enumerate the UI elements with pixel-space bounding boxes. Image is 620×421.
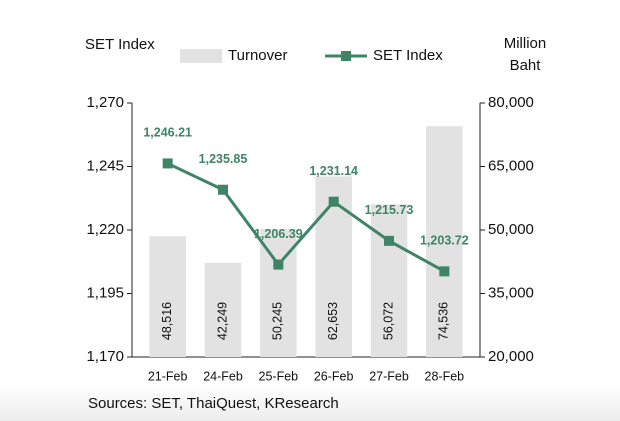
source: Sources: SET, ThaiQuest, KResearch	[88, 395, 339, 412]
y-tick-label: 1,245	[86, 157, 124, 174]
bar-value-label: 48,516	[160, 302, 174, 340]
line-marker	[439, 266, 450, 277]
y2-tick-label: 65,000	[488, 157, 534, 174]
line-value-label: 1,206.39	[254, 227, 303, 241]
legend-swatch-marker	[341, 51, 351, 61]
bar-value-label: 62,653	[326, 302, 340, 340]
y-axis-title: SET Index	[85, 36, 155, 53]
legend-label: SET Index	[373, 47, 443, 64]
line-value-label: 1,235.85	[199, 152, 248, 166]
line-value-label: 1,215.73	[365, 203, 414, 217]
bar-value-label: 56,072	[381, 302, 395, 340]
line-marker	[162, 158, 173, 169]
bar-value-label: 50,245	[271, 302, 285, 340]
bar	[149, 236, 186, 357]
line-value-label: 1,231.14	[309, 164, 358, 178]
x-tick-label: 24-Feb	[203, 369, 243, 383]
x-tick-label: 21-Feb	[148, 369, 188, 383]
line	[167, 162, 446, 273]
bar	[204, 262, 242, 357]
x-tick-label: 27-Feb	[369, 369, 409, 383]
bar	[426, 126, 463, 357]
bar-value-label: 42,249	[215, 302, 229, 340]
x-tick-label: 25-Feb	[259, 369, 299, 383]
y-tick-label: 1,195	[86, 284, 124, 301]
legend-label: Turnover	[228, 47, 287, 64]
x-tick-label: 26-Feb	[314, 369, 354, 383]
y-tick-label: 1,270	[86, 94, 124, 111]
bar	[370, 204, 408, 357]
line-marker	[384, 235, 394, 246]
y2-tick-label: 20,000	[488, 348, 534, 365]
y2-axis-title: Million Baht	[503, 35, 547, 74]
line-marker	[273, 259, 284, 270]
x-tick-label: 28-Feb	[425, 369, 465, 383]
line-marker	[328, 196, 339, 207]
y-tick-label: 1,170	[86, 348, 124, 365]
bar-value-label: 74,536	[437, 302, 451, 340]
y2-tick-label: 35,000	[488, 284, 534, 301]
line-value-label: 1,203.72	[420, 234, 469, 248]
y2-tick-label: 80,000	[488, 94, 534, 111]
y-tick-label: 1,220	[86, 221, 124, 238]
line-marker	[218, 184, 228, 195]
legend-swatch	[180, 49, 222, 63]
y2-tick-label: 50,000	[488, 221, 534, 238]
line-value-label: 1,246.21	[143, 126, 192, 140]
